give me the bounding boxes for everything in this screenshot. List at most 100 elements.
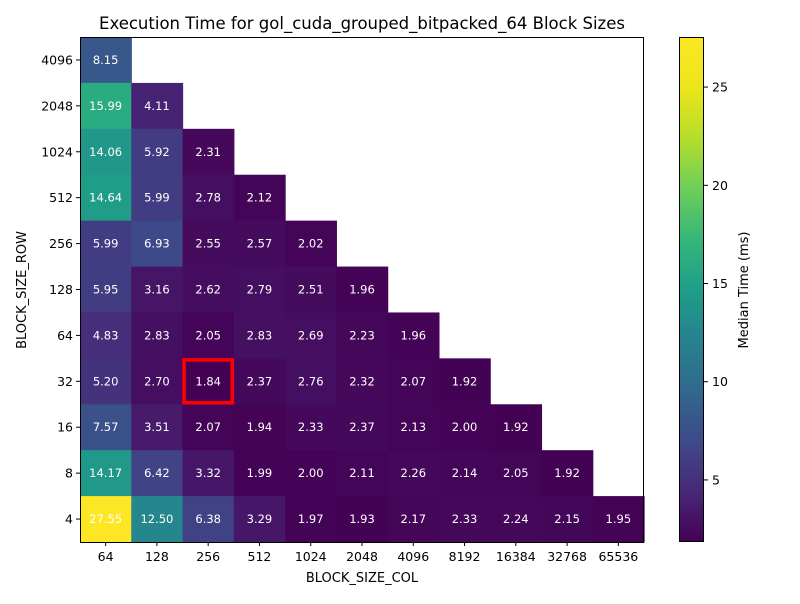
heatmap-cell [182, 358, 235, 405]
heatmap-cell [182, 266, 235, 314]
heatmap-cell [387, 496, 440, 543]
y-axis-ticks: 4096 2048 1024 512 256 128 64 32 16 8 4 [41, 52, 80, 527]
heatmap-cell [131, 450, 184, 497]
cell-value-label: 2.33 [452, 512, 478, 526]
heatmap-cell [182, 220, 235, 268]
colorbar: 5 10 15 20 25 [679, 37, 728, 542]
cell-value-label: 2.07 [195, 420, 221, 434]
cell-value-label: 5.20 [93, 374, 119, 388]
heatmap-cell [182, 404, 235, 451]
heatmap-cell [80, 37, 132, 84]
heatmap-cell [131, 82, 184, 130]
y-tick-label: 2048 [41, 98, 73, 113]
heatmap-cell [285, 404, 337, 451]
cell-value-label: 6.42 [144, 466, 170, 480]
heatmap-cell [285, 450, 337, 497]
heatmap-cell [131, 128, 184, 176]
colorbar-tick-label: 25 [712, 80, 728, 95]
colorbar-frame [679, 37, 704, 542]
heatmap-cell [285, 266, 337, 314]
heatmap-cell [233, 358, 286, 405]
heatmap-cell [80, 312, 132, 359]
y-tick-label: 512 [49, 190, 73, 205]
colorbar-gradient [679, 37, 704, 542]
heatmap-cell [131, 266, 184, 314]
heatmap-cell [131, 220, 184, 268]
heatmap-cell [490, 496, 543, 543]
heatmap-cell [131, 358, 184, 405]
colorbar-label: Median Time (ms) [737, 232, 752, 349]
cell-value-label: 8.15 [93, 53, 119, 67]
colorbar-tick-label: 5 [712, 472, 720, 487]
heatmap-cell [285, 496, 337, 543]
heatmap-cell [541, 496, 594, 543]
heatmap-cell [438, 358, 491, 405]
heatmap-cell [592, 496, 645, 543]
cell-value-label: 2.12 [247, 191, 273, 205]
cell-value-label: 2.23 [349, 328, 375, 342]
cell-value-label: 5.99 [93, 237, 119, 251]
x-axis-ticks: 64 128 256 512 1024 2048 4096 8192 16384 32768 655… [98, 542, 638, 564]
x-tick-label: 16384 [496, 549, 536, 564]
y-tick-label: 32 [57, 374, 73, 389]
cell-value-label: 2.76 [298, 374, 324, 388]
heatmap-cell [336, 450, 389, 497]
heatmap-cell [233, 220, 286, 268]
cell-value-label: 2.55 [195, 237, 221, 251]
heatmap-cell [80, 496, 132, 543]
heatmap-cell [80, 404, 132, 451]
heatmap-cell [336, 312, 389, 359]
heatmap-cell [233, 174, 286, 222]
cell-value-label: 2.32 [349, 374, 375, 388]
x-tick-label: 65536 [598, 549, 638, 564]
cell-value-label: 1.94 [247, 420, 273, 434]
heatmap-cell [233, 450, 286, 497]
y-tick-label: 16 [57, 420, 73, 435]
cell-value-label: 15.99 [89, 99, 122, 113]
cell-value-label: 27.55 [89, 512, 122, 526]
cell-value-label: 3.32 [195, 466, 221, 480]
cell-value-label: 2.79 [247, 283, 273, 297]
cell-value-label: 2.62 [195, 283, 221, 297]
cell-value-label: 6.38 [195, 512, 221, 526]
cell-value-label: 12.50 [140, 512, 173, 526]
heatmap-cell [490, 450, 543, 497]
y-axis-label: BLOCK_SIZE_ROW [15, 231, 30, 349]
heatmap-cell [285, 220, 337, 268]
cell-value-label: 1.99 [247, 466, 273, 480]
cell-value-label: 1.96 [349, 283, 375, 297]
cell-value-label: 2.05 [195, 328, 221, 342]
x-tick-label: 128 [145, 549, 169, 564]
cell-value-label: 2.83 [144, 328, 170, 342]
heatmap-cell [80, 266, 132, 314]
heatmap-cell [336, 496, 389, 543]
cell-value-label: 2.05 [503, 466, 529, 480]
x-tick-label: 512 [248, 549, 272, 564]
heatmap-cell [182, 450, 235, 497]
cell-value-label: 1.97 [298, 512, 324, 526]
y-tick-label: 128 [49, 282, 73, 297]
heatmap-cell [336, 266, 389, 314]
heatmap-cell [182, 496, 235, 543]
x-tick-label: 64 [98, 549, 114, 564]
heatmap-cell [285, 312, 337, 359]
cell-value-label: 2.78 [195, 191, 221, 205]
heatmap-cells: 8.15 15.99 4.11 14.06 5.92 2.31 14.64 5.99 2.78 2… [80, 37, 645, 543]
heatmap-cell [80, 174, 132, 222]
cell-value-label: 2.02 [298, 237, 324, 251]
cell-value-label: 2.07 [400, 374, 426, 388]
heatmap-cell [80, 220, 132, 268]
x-tick-label: 1024 [295, 549, 327, 564]
heatmap-cell [438, 496, 491, 543]
cell-value-label: 1.92 [554, 466, 580, 480]
cell-value-label: 7.57 [93, 420, 119, 434]
heatmap-cell [438, 404, 491, 451]
cell-value-label: 5.99 [144, 191, 170, 205]
y-tick-label: 256 [49, 236, 73, 251]
heatmap-cell [182, 128, 235, 176]
cell-value-label: 2.83 [247, 328, 273, 342]
heatmap-cell [336, 404, 389, 451]
cell-value-label: 2.26 [400, 466, 426, 480]
cell-value-label: 1.95 [606, 512, 632, 526]
heatmap-cell [80, 450, 132, 497]
